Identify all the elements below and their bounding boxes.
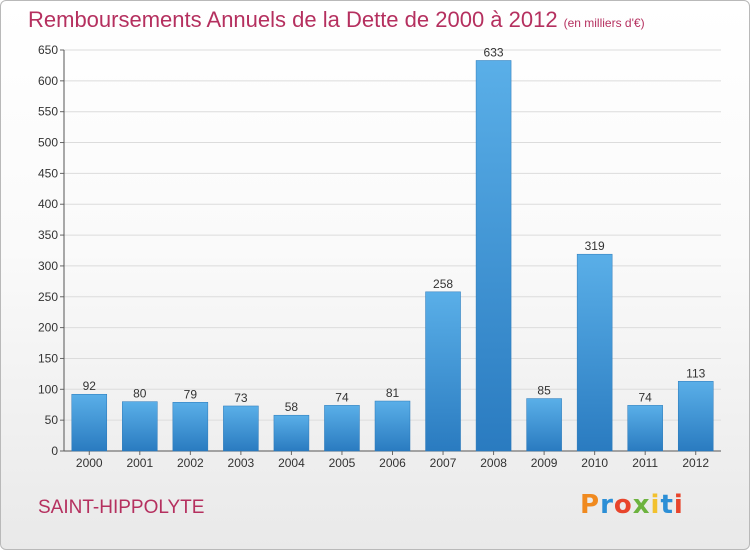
y-tick-label: 200 [38,321,58,335]
logo-letter: i [673,490,684,520]
bar [324,405,360,452]
chart-title: Remboursements Annuels de la Dette de 20… [28,7,645,32]
value-label: 58 [285,400,299,414]
value-label: 74 [335,390,349,404]
value-label: 81 [386,386,400,400]
x-tick-label: 2009 [531,456,558,470]
bar [576,253,613,452]
value-label: 92 [83,379,97,393]
x-tick-label: 2008 [480,456,507,470]
x-tick-label: 2010 [581,456,608,470]
y-tick-label: 250 [38,290,58,304]
value-label: 633 [484,45,504,59]
logo-letter: t [660,490,674,520]
bar [172,402,209,452]
y-tick-label: 300 [38,259,58,273]
y-tick-label: 600 [38,74,58,88]
logo-letter: x [632,490,651,520]
x-tick-label: 2001 [126,456,153,470]
y-tick-label: 100 [38,382,58,396]
value-label: 73 [234,391,248,405]
y-tick-label: 450 [38,166,58,180]
value-label: 80 [133,387,147,401]
chart-subtitle: (en milliers d'€) [563,16,645,30]
x-tick-label: 2004 [278,456,305,470]
x-tick-label: 2006 [379,456,406,470]
value-label: 85 [537,384,551,398]
logo-letter: o [613,490,633,520]
proxiti-logo: Proxiti [580,490,684,520]
x-tick-label: 2011 [632,456,658,470]
bar [425,291,461,452]
bar [475,60,512,452]
x-tick-label: 2003 [228,456,255,470]
y-tick-label: 400 [38,197,58,211]
value-label: 113 [686,366,705,380]
logo-letter: P [580,490,601,520]
x-tick-label: 2012 [682,456,709,470]
commune-name: SAINT-HIPPOLYTE [38,497,205,518]
y-tick-label: 0 [51,444,58,458]
bar [677,381,714,452]
y-tick-label: 350 [38,228,58,242]
y-tick-label: 150 [38,351,58,365]
y-tick-label: 650 [38,43,58,57]
bar [223,405,259,452]
x-tick-label: 2000 [76,456,103,470]
logo-letter: r [600,490,614,520]
value-label: 258 [433,277,453,291]
value-label: 319 [585,239,605,253]
bar [273,414,310,452]
x-tick-label: 2007 [430,456,457,470]
y-tick-label: 550 [38,105,58,119]
y-tick-label: 500 [38,136,58,150]
x-tick-label: 2005 [329,456,356,470]
x-tick-label: 2002 [177,456,204,470]
bar [526,398,562,452]
bar [71,393,108,452]
value-label: 74 [639,390,653,404]
y-tick-label: 50 [45,413,59,427]
bar [374,400,411,452]
bar [627,405,663,452]
logo-letter: i [650,490,661,520]
bar [122,401,158,452]
value-label: 79 [184,387,198,401]
